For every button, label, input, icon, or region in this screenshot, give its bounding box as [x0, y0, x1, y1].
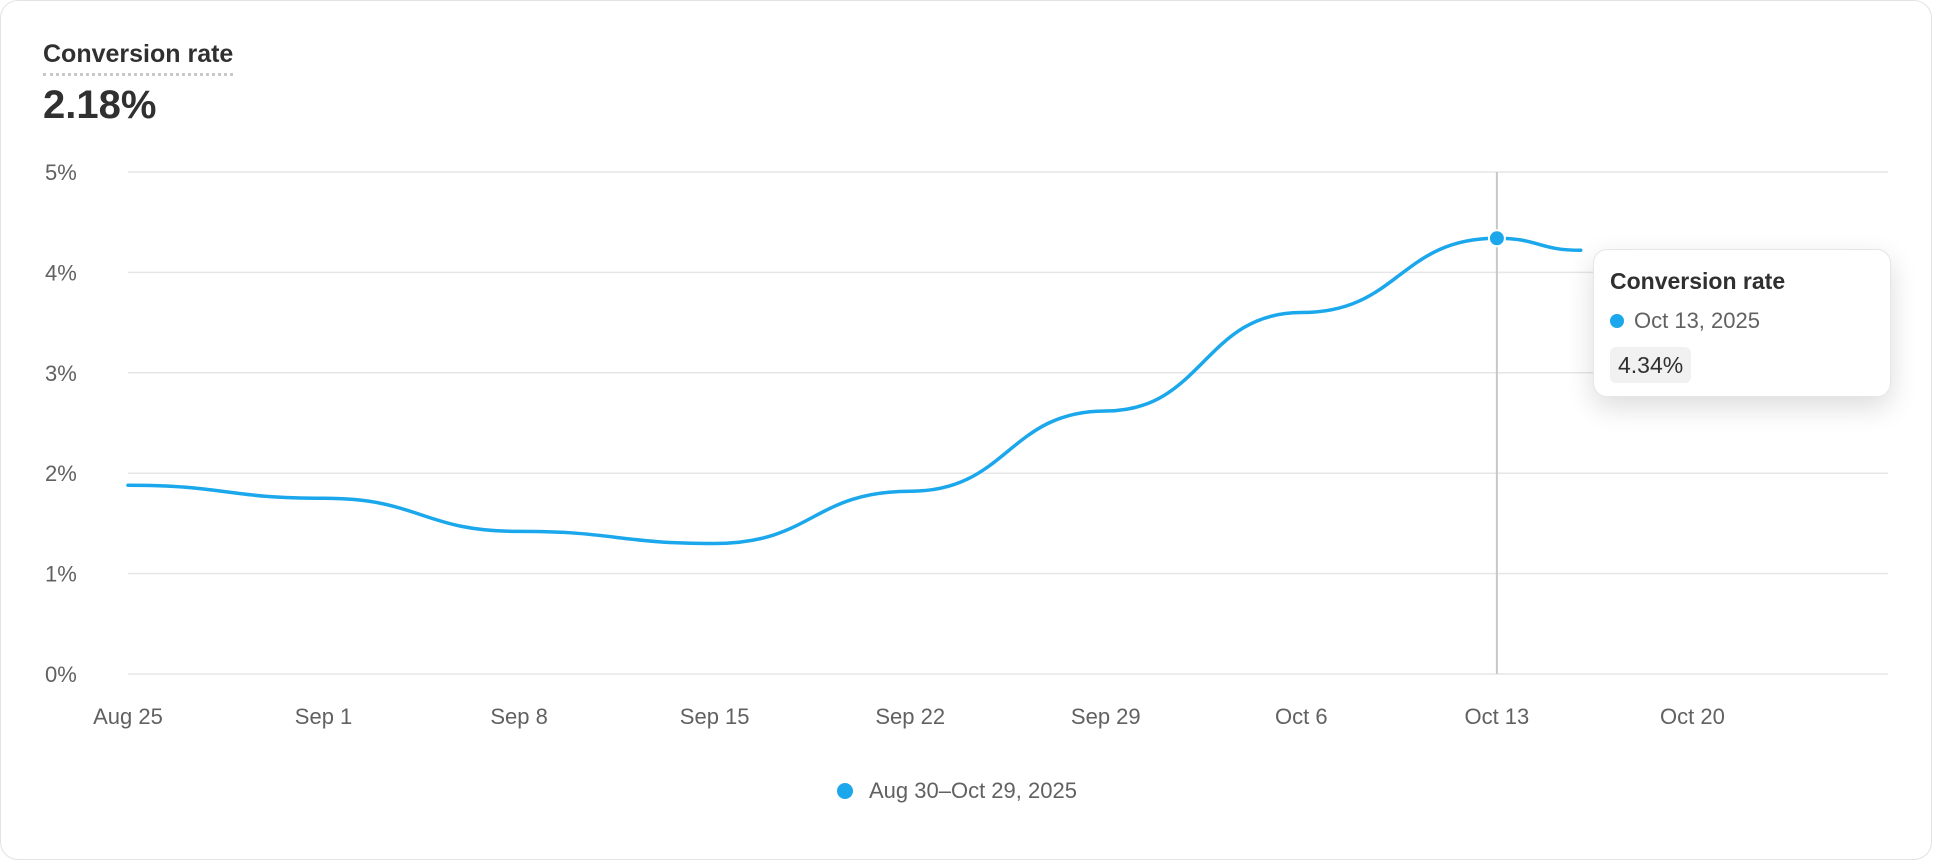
x-tick-label: Sep 8	[490, 704, 548, 729]
chart-tooltip: Conversion rate Oct 13, 2025 4.34%	[1593, 249, 1891, 397]
hover-point[interactable]	[1487, 229, 1506, 248]
x-tick-label: Sep 29	[1071, 704, 1141, 729]
x-tick-label: Aug 25	[93, 704, 163, 729]
y-tick-label: 1%	[45, 562, 77, 587]
y-tick-label: 4%	[45, 260, 77, 285]
x-tick-label: Oct 20	[1660, 704, 1725, 729]
x-tick-label: Oct 13	[1464, 704, 1529, 729]
y-tick-label: 2%	[45, 461, 77, 486]
grid-lines	[128, 171, 1888, 675]
legend-series-label[interactable]: Aug 30–Oct 29, 2025	[869, 778, 1077, 803]
series-line[interactable]	[126, 236, 1583, 546]
tooltip-value: 4.34%	[1610, 347, 1692, 383]
metric-value: 2.18%	[43, 83, 157, 127]
y-axis: 0% 1% 2% 3% 4% 5%	[45, 160, 77, 687]
chart-legend[interactable]: Aug 30–Oct 29, 2025	[837, 777, 1077, 805]
tooltip-date-row: Oct 13, 2025	[1610, 308, 1760, 334]
x-tick-label: Sep 1	[295, 704, 353, 729]
metric-title[interactable]: Conversion rate	[43, 39, 234, 76]
y-tick-label: 3%	[45, 361, 77, 386]
x-tick-label: Oct 6	[1275, 704, 1328, 729]
y-tick-label: 5%	[45, 160, 77, 185]
y-tick-label: 0%	[45, 662, 77, 687]
legend-series-dot-icon	[837, 783, 853, 799]
x-tick-label: Sep 22	[875, 704, 945, 729]
x-tick-label: Sep 15	[680, 704, 750, 729]
tooltip-series-dot-icon	[1610, 314, 1624, 328]
tooltip-date: Oct 13, 2025	[1634, 308, 1760, 333]
series-layer	[126, 229, 1583, 546]
tooltip-title: Conversion rate	[1610, 268, 1786, 294]
x-axis: Aug 25 Sep 1 Sep 8 Sep 15 Sep 22 Sep 29 Oct 6 O…	[93, 704, 1725, 729]
